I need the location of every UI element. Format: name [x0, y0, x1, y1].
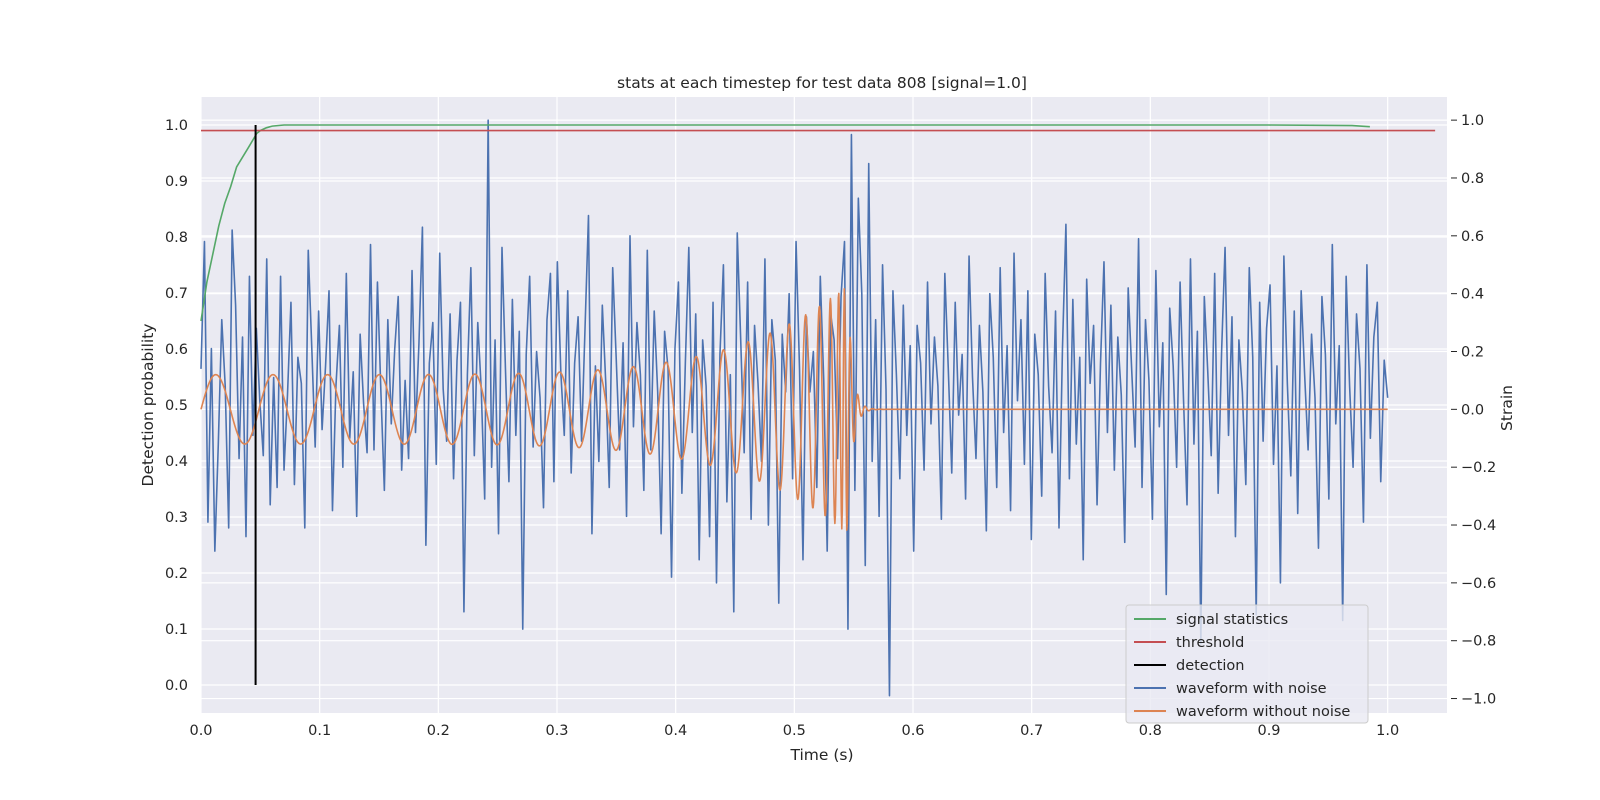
y-left-tick-label: 0.1: [165, 622, 188, 638]
y-right-tick-label: −0.6: [1461, 576, 1496, 592]
y-left-tick-labels: 0.0 0.1 0.2 0.3 0.4 0.5 0.6 0.7 0.8 0.9 1.0: [165, 118, 188, 694]
series-waveform-without-noise: [200, 288, 1388, 531]
y-right-tick-label: 0.8: [1461, 171, 1484, 187]
y-left-axis-label: Detection probability: [139, 324, 157, 487]
y-right-tick-label: 0.6: [1461, 229, 1484, 245]
y-right-tick-label: 1.0: [1461, 113, 1484, 129]
x-tick-label: 0.2: [427, 723, 450, 739]
y-right-axis-label: Strain: [1498, 385, 1516, 431]
legend-box: [1125, 604, 1369, 724]
series-signal-statistics: [200, 124, 1370, 322]
y-right-tick-label: −0.8: [1461, 634, 1496, 650]
x-tick-label: 0.0: [189, 723, 212, 739]
y-right-tick-label: 0.0: [1461, 402, 1484, 418]
x-tick-label: 0.6: [901, 723, 924, 739]
legend-label: signal statistics: [1176, 612, 1288, 628]
legend-label: waveform with noise: [1176, 681, 1327, 697]
x-tick-label: 0.1: [308, 723, 331, 739]
x-tick-label: 0.9: [1257, 723, 1280, 739]
y-left-tick-label: 0.4: [165, 454, 188, 470]
chart-title: stats at each timestep for test data 808…: [617, 74, 1027, 92]
y-left-tick-label: 1.0: [165, 118, 188, 134]
y-left-tick-label: 0.0: [165, 678, 188, 694]
x-tick-label: 1.0: [1376, 723, 1399, 739]
x-tick-label: 0.7: [1020, 723, 1043, 739]
y-right-tick-label: 0.2: [1461, 344, 1484, 360]
legend-label: waveform without noise: [1176, 704, 1350, 720]
y-left-tick-label: 0.9: [165, 174, 188, 190]
x-tick-label: 0.4: [664, 723, 687, 739]
x-axis-label: Time (s): [789, 746, 853, 764]
y-left-tick-label: 0.8: [165, 230, 188, 246]
y-left-tick-label: 0.7: [165, 286, 188, 302]
x-tick-label: 0.8: [1139, 723, 1162, 739]
series-waveform-with-noise: [200, 119, 1389, 697]
legend-label: detection: [1176, 658, 1244, 674]
y-left-tick-label: 0.3: [165, 510, 188, 526]
y-right-tick-label: 0.4: [1461, 287, 1484, 303]
x-tick-labels: 0.0 0.1 0.2 0.3 0.4 0.5 0.6 0.7 0.8 0.9 1.0: [189, 723, 1399, 739]
x-tick-label: 0.3: [545, 723, 568, 739]
y-right-tick-label: −0.2: [1461, 460, 1496, 476]
y-right-tick-labels: −1.0 −0.8 −0.6 −0.4 −0.2 0.0 0.2 0.4 0.6 0.8 1.0: [1451, 113, 1496, 708]
legend: signal statistics threshold detection wavef…: [1125, 604, 1369, 724]
y-right-tick-label: −0.4: [1461, 518, 1496, 534]
y-right-tick-label: −1.0: [1461, 692, 1496, 708]
legend-label: threshold: [1176, 635, 1244, 651]
series-layer: [200, 119, 1436, 697]
x-tick-label: 0.5: [783, 723, 806, 739]
y-left-tick-label: 0.6: [165, 342, 188, 358]
y-left-tick-label: 0.5: [165, 398, 188, 414]
y-left-tick-label: 0.2: [165, 566, 188, 582]
